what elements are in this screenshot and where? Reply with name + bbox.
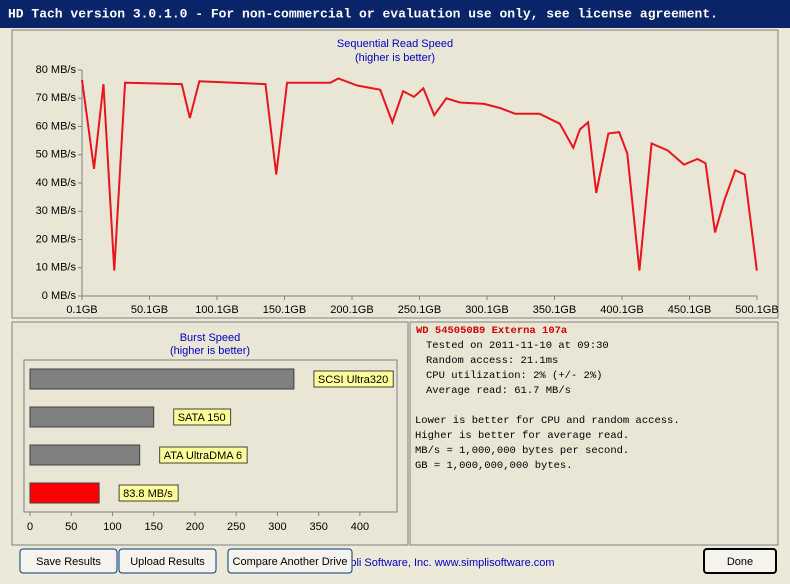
button-label[interactable]: Done (727, 556, 753, 568)
button-label[interactable]: Save Results (36, 556, 101, 568)
button-label[interactable]: Compare Another Drive (233, 556, 348, 568)
label-box (313, 370, 394, 388)
label-box (118, 484, 179, 502)
x-tick-label: 500.1GB (735, 304, 778, 316)
x-tick-label: 300 (268, 521, 286, 533)
bar-label: 83.8 MB/s (123, 488, 173, 500)
x-tick-label: 250.1GB (398, 304, 441, 316)
x-tick-label: 50 (65, 521, 77, 533)
bar-label: SCSI Ultra320 (318, 374, 388, 386)
window-title: HD Tach version 3.0.1.0 - For non-commer… (8, 6, 718, 21)
read-panel (11, 29, 779, 319)
label-box (159, 446, 248, 464)
info-line: Tested on 2011-11-10 at 09:30 (426, 340, 609, 352)
x-tick-label: 400.1GB (600, 304, 643, 316)
x-tick-label: 200.1GB (330, 304, 373, 316)
y-tick-label: 20 MB/s (36, 233, 77, 245)
bar-label: SATA 150 (178, 412, 226, 424)
chart-title: Burst Speed (180, 332, 241, 344)
x-tick-label: 100 (103, 521, 121, 533)
x-tick-label: 100.1GB (195, 304, 238, 316)
x-tick-label: 0 (27, 521, 33, 533)
bar (29, 368, 295, 390)
bar (29, 444, 141, 466)
info-note: MB/s = 1,000,000 bytes per second. (415, 445, 629, 457)
x-tick-label: 450.1GB (668, 304, 711, 316)
info-panel (409, 321, 779, 546)
info-line: Average read: 61.7 MB/s (426, 385, 571, 397)
info-note: GB = 1,000,000,000 bytes. (415, 460, 573, 472)
y-tick-label: 70 MB/s (36, 92, 77, 104)
info-line: Random access: 21.1ms (426, 355, 558, 367)
burst-panel (11, 321, 409, 546)
x-tick-label: 350 (309, 521, 327, 533)
button[interactable] (19, 548, 118, 574)
x-tick-label: 50.1GB (131, 304, 168, 316)
x-tick-label: 200 (186, 521, 204, 533)
info-line: CPU utilization: 2% (+/- 2%) (426, 370, 602, 382)
y-tick-label: 10 MB/s (36, 262, 77, 274)
button[interactable] (118, 548, 217, 574)
button-label[interactable]: Upload Results (130, 556, 205, 568)
button[interactable] (227, 548, 353, 574)
x-tick-label: 350.1GB (533, 304, 576, 316)
y-tick-label: 30 MB/s (36, 205, 77, 217)
bar (29, 482, 100, 504)
x-tick-label: 150 (145, 521, 163, 533)
y-tick-label: 50 MB/s (36, 149, 77, 161)
info-note: Higher is better for average read. (415, 430, 629, 442)
y-tick-label: 80 MB/s (36, 64, 77, 76)
x-tick-label: 300.1GB (465, 304, 508, 316)
y-tick-label: 0 MB/s (42, 290, 77, 302)
x-tick-label: 0.1GB (66, 304, 97, 316)
title-bar (0, 0, 790, 28)
bar (29, 406, 155, 428)
y-tick-label: 40 MB/s (36, 177, 77, 189)
chart-subtitle: (higher is better) (170, 345, 250, 357)
bar-label: ATA UltraDMA 6 (164, 450, 242, 462)
plot-frame (23, 359, 398, 513)
drive-name: WD 545050B9 Externa 107a (416, 325, 568, 337)
label-box (173, 408, 232, 426)
x-tick-label: 250 (227, 521, 245, 533)
read-speed-line (81, 77, 758, 271)
y-tick-label: 60 MB/s (36, 120, 77, 132)
chart-title: Sequential Read Speed (337, 38, 453, 50)
button[interactable] (703, 548, 777, 574)
x-tick-label: 150.1GB (263, 304, 306, 316)
info-note: Lower is better for CPU and random acces… (415, 415, 680, 427)
chart-subtitle: (higher is better) (355, 52, 435, 64)
x-tick-label: 400 (351, 521, 369, 533)
